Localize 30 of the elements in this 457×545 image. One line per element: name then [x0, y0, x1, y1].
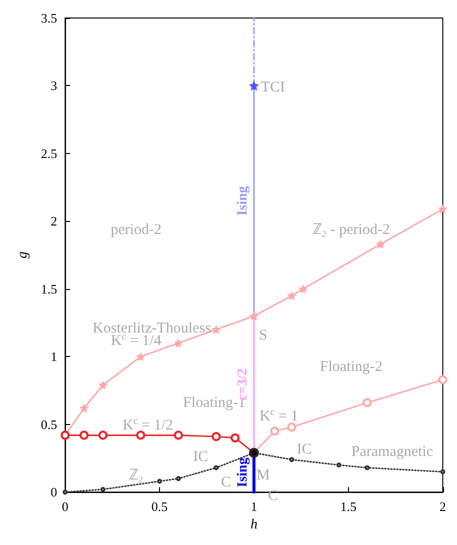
text: Ising	[235, 186, 250, 216]
x-tick-label: 2	[440, 499, 446, 514]
y-tick-label: 3	[50, 78, 58, 94]
annotation: Paramagnetic	[351, 444, 434, 460]
annotation: TCI	[260, 79, 286, 96]
annotation: period-2	[110, 222, 162, 238]
annotation: Kosterlitz-Thouless	[92, 320, 212, 336]
annotation: ℤ₂	[128, 467, 144, 484]
y-tick-label: 1	[50, 349, 58, 364]
annotation: C	[268, 488, 278, 504]
annotation: M	[256, 467, 270, 484]
annotation: S	[259, 328, 268, 344]
y-axis-title: g	[16, 252, 30, 259]
annotation: IC	[296, 442, 312, 458]
annotation: Floating-2	[320, 359, 382, 376]
annotation: IC	[193, 448, 208, 465]
x-tick-label: 1.5	[340, 499, 356, 514]
annotation: ℤ₂ - period-2	[312, 222, 390, 238]
y-tick-label: 0	[50, 484, 58, 500]
x-tick-label: 1	[250, 499, 258, 514]
y-tick-label: 2	[50, 214, 58, 229]
y-tick-label: 0.5	[40, 416, 58, 432]
x-tick-label: 0.5	[151, 499, 168, 514]
annotation: C	[221, 474, 232, 491]
y-tick-label: 1.5	[40, 281, 58, 296]
x-tick-label: 0	[62, 499, 68, 514]
y-tick-label: 2.5	[40, 146, 58, 161]
text: Ising	[235, 458, 250, 488]
y-tick-label: 3.5	[40, 10, 58, 26]
x-axis-title: h	[250, 518, 258, 532]
